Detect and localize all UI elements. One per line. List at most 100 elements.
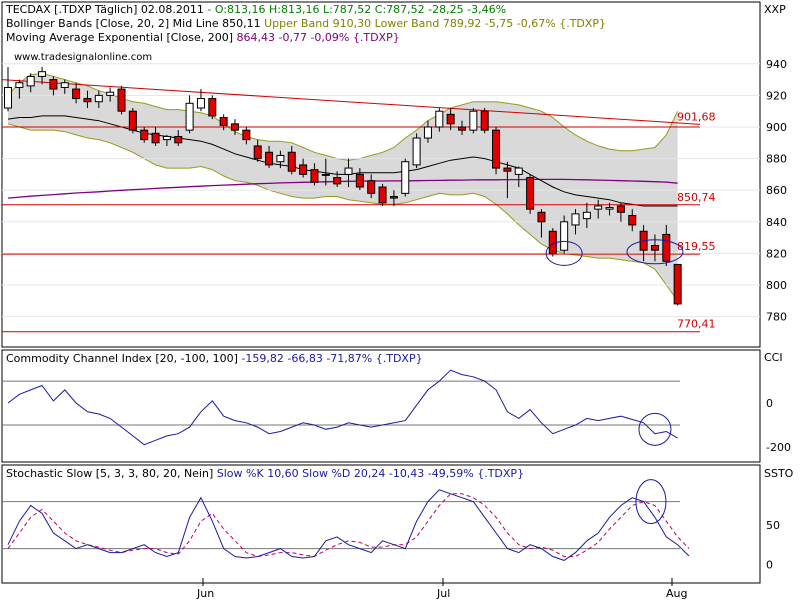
candle-down [458, 126, 466, 131]
candle-up [560, 221, 569, 251]
candle-down [72, 88, 81, 100]
candle-down [548, 230, 557, 254]
candle-up [469, 110, 478, 131]
ema-legend: Moving Average Exponential [Close, 200] … [6, 31, 400, 44]
candle-up [4, 86, 12, 109]
candle-down [174, 135, 183, 144]
cci-panel [1, 349, 761, 463]
price-annotation-ellipse [626, 239, 684, 265]
candle-up [412, 137, 421, 166]
candle-down [299, 164, 308, 175]
candle-down [242, 129, 251, 141]
level-line [1, 79, 701, 125]
candle-up [605, 207, 614, 210]
candle-down [151, 132, 160, 144]
stoch-panel [1, 464, 761, 584]
candle-down [287, 151, 296, 172]
candle-down [265, 151, 274, 166]
candle-down [367, 180, 376, 194]
candle-down [537, 211, 546, 223]
cci-plot: 0 -200 [2, 369, 791, 454]
cci-axis-title: CCI [764, 351, 783, 364]
candle-up [162, 135, 171, 141]
price-tick-label: 920 [766, 89, 787, 102]
stoch-tick-label: 50 [766, 519, 780, 532]
bollinger-band-fill [8, 73, 678, 301]
candle-up [38, 71, 47, 77]
candle-down [253, 145, 262, 160]
candle-up [594, 205, 603, 210]
candle-down [83, 98, 92, 103]
candle-down [231, 123, 239, 131]
candle-up [321, 173, 330, 176]
x-axis: Jun Jul Aug [196, 578, 687, 600]
cci-tick-label: 0 [766, 397, 773, 410]
price-tick-label: 940 [766, 58, 787, 71]
cci-legend: Commodity Channel Index [20, -100, 100] … [6, 352, 423, 365]
cci-annotation-circle [638, 412, 672, 446]
candle-down [616, 205, 625, 213]
candle-down [389, 196, 398, 199]
candle-up [571, 213, 580, 226]
stoch-plot: 50 0 [2, 479, 780, 571]
ema-200-line [7, 178, 678, 199]
candle-up [582, 211, 591, 220]
candle-down [628, 214, 637, 226]
x-tick-label: Jun [196, 587, 214, 600]
candle-down [333, 177, 342, 185]
price-tick-label: 800 [766, 279, 787, 292]
candle-down [480, 110, 489, 131]
level-label: 850,74 [677, 191, 716, 204]
candle-down [446, 113, 455, 125]
candle-down [503, 167, 512, 172]
candle-up [401, 161, 410, 194]
candle-down [128, 110, 137, 131]
level-label: 819,55 [677, 240, 716, 253]
candle-up [514, 167, 523, 175]
candle-down [208, 98, 217, 117]
watermark: www.tradesignalonline.com [14, 52, 152, 63]
price-tick-label: 900 [766, 121, 787, 134]
stoch-slow-d-line [7, 493, 690, 558]
price-axis-title: XXP [764, 3, 786, 16]
level-label: 770,41 [677, 318, 716, 331]
x-tick-label: Jul [436, 587, 450, 600]
candle-up [185, 102, 194, 131]
price-tick-label: 880 [766, 153, 787, 166]
bollinger-mid-line [7, 115, 678, 207]
price-annotation-ellipse [545, 240, 583, 266]
candle-up [26, 75, 35, 87]
stoch-legend: Stochastic Slow [5, 3, 3, 80, 20, Nein] … [6, 467, 524, 480]
candle-up [106, 91, 115, 96]
candle-down [673, 263, 682, 305]
candle-down [310, 169, 319, 183]
candle-up [423, 126, 432, 139]
stoch-axis-title: SSTO [764, 467, 794, 480]
candle-up [60, 82, 69, 88]
price-tick-label: 840 [766, 216, 787, 229]
level-label: 901,68 [677, 110, 716, 123]
candle-up [94, 94, 103, 103]
stoch-slow-k-line [7, 489, 690, 561]
candle-up [196, 98, 205, 109]
candle-up [276, 154, 285, 163]
candle-down [355, 173, 364, 188]
candle-down [526, 177, 535, 210]
candle-down [378, 186, 387, 204]
x-tick-label: Aug [666, 587, 687, 600]
price-plot: 780 800 820 840 860 880 900 920 940 901,68 850,74 8… [1, 58, 787, 333]
cci-tick-label: -200 [766, 441, 791, 454]
candle-up [344, 167, 353, 175]
candle-down [492, 129, 501, 169]
stoch-annotation-ellipse [635, 479, 667, 525]
stoch-tick-label: 0 [766, 558, 773, 571]
price-tick-label: 820 [766, 247, 787, 260]
candle-down [140, 129, 149, 141]
cci-line [7, 369, 678, 446]
candle-down [49, 79, 58, 90]
bollinger-legend: Bollinger Bands [Close, 20, 2] Mid Line … [6, 17, 606, 30]
candle-down [662, 233, 671, 262]
candle-down [117, 88, 126, 112]
